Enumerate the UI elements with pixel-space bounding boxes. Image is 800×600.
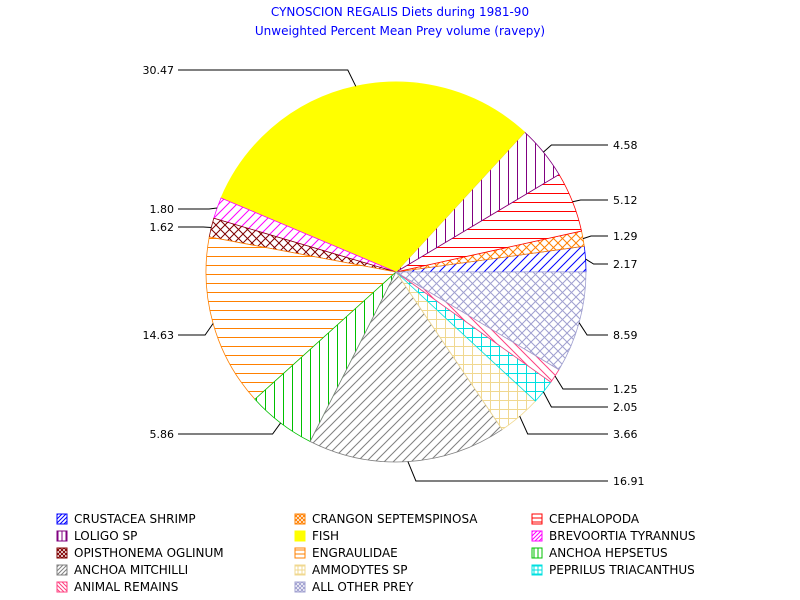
slice-label-brevoortia-tyrannus: 1.80 [150,203,175,216]
leader-line-engraulidae [178,323,214,336]
leader-line-opisthonema-oglinum [178,226,212,228]
legend-swatch [531,513,543,525]
legend-item-loligo-sp: LOLIGO SP [56,529,137,543]
slice-label-opisthonema-oglinum: 1.62 [150,221,175,234]
slice-label-cephalopoda: 5.12 [613,194,638,207]
pie-slice-all-other-prey [394,271,587,371]
legend-label: LOLIGO SP [74,529,137,543]
leader-line-crustacea-shrimp [585,258,608,265]
legend-label: PEPRILUS TRIACANTHUS [549,563,695,577]
slice-label-fish: 30.47 [143,64,175,77]
legend-item-cephalopoda: CEPHALOPODA [531,512,640,526]
slice-label-crustacea-shrimp: 2.17 [613,258,638,271]
leader-line-crangon-septemspinosa [582,235,608,240]
legend-item-anchoa-hepsetus: ANCHOA HEPSETUS [531,546,668,560]
chart-subtitle: Unweighted Percent Mean Prey volume (rav… [255,24,545,38]
legend-swatch [294,564,306,576]
legend-item-anchoa-mitchilli: ANCHOA MITCHILLI [56,563,188,577]
legend-swatch [531,564,543,576]
legend-item-all-other-prey: ALL OTHER PREY [294,580,414,594]
legend-label: CRANGON SEPTEMSPINOSA [312,512,478,526]
legend-swatch [56,581,68,593]
legend-item-peprilus-triacanthus: PEPRILUS TRIACANTHUS [531,563,695,577]
legend-swatch [531,547,543,559]
legend-item-ammodytes-sp: AMMODYTES SP [294,563,407,577]
leader-line-cephalopoda [572,199,608,203]
legend-item-brevoortia-tyrannus: BREVOORTIA TYRANNUS [531,529,695,543]
chart-title: CYNOSCION REGALIS Diets during 1981-90 [271,5,529,19]
legend-swatch [56,513,68,525]
legend-swatch [294,530,306,542]
leader-line-all-other-prey [578,322,608,336]
pie-slice-engraulidae [205,236,397,400]
leader-line-brevoortia-tyrannus [178,207,218,210]
legend-item-crangon-septemspinosa: CRANGON SEPTEMSPINOSA [294,512,478,526]
legend-item-animal-remains: ANIMAL REMAINS [56,580,178,594]
slice-label-loligo-sp: 4.58 [613,139,638,152]
legend-swatch [531,530,543,542]
legend-label: ANCHOA HEPSETUS [549,546,668,560]
slice-label-crangon-septemspinosa: 1.29 [613,230,638,243]
legend-label: ANCHOA MITCHILLI [74,563,188,577]
leader-line-anchoa-hepsetus [178,422,282,435]
slice-label-anchoa-mitchilli: 16.91 [613,475,645,488]
slice-label-engraulidae: 14.63 [143,329,175,342]
leader-line-ammodytes-sp [519,415,608,435]
legend-label: ALL OTHER PREY [312,580,414,594]
legend-item-opisthonema-oglinum: OPISTHONEMA OGLINUM [56,546,224,560]
pie-slice-fish [220,81,526,273]
legend-label: CEPHALOPODA [549,512,640,526]
leader-line-anchoa-mitchilli [407,461,608,482]
legend-label: ANIMAL REMAINS [74,580,178,594]
legend-swatch [294,513,306,525]
legend-item-fish: FISH [294,529,339,543]
legend-swatch [56,564,68,576]
leader-line-peprilus-triacanthus [542,391,608,408]
legend-label: OPISTHONEMA OGLINUM [74,546,224,560]
legend-swatch [294,547,306,559]
leader-line-loligo-sp [543,144,608,153]
legend-swatch [294,581,306,593]
pie-slices [205,81,587,463]
legend-swatch [56,530,68,542]
legend-label: CRUSTACEA SHRIMP [74,512,196,526]
slice-label-anchoa-hepsetus: 5.86 [150,428,175,441]
leader-line-animal-remains [554,375,608,390]
slice-label-peprilus-triacanthus: 2.05 [613,401,638,414]
legend-label: FISH [312,529,339,543]
legend: CRUSTACEA SHRIMP CRANGON SEPTEMSPINOSA CEP… [56,512,695,594]
slice-label-ammodytes-sp: 3.66 [613,428,638,441]
legend-item-crustacea-shrimp: CRUSTACEA SHRIMP [56,512,196,526]
slice-labels: 2.17 1.29 5.12 4.58 30.47 1.80 1.62 14.63 5.86 16… [143,64,645,488]
legend-label: ENGRAULIDAE [312,546,398,560]
legend-swatch [56,547,68,559]
slice-label-all-other-prey: 8.59 [613,329,638,342]
legend-label: AMMODYTES SP [312,563,407,577]
leader-line-fish [178,69,357,87]
slice-label-animal-remains: 1.25 [613,383,638,396]
legend-label: BREVOORTIA TYRANNUS [549,529,695,543]
legend-item-engraulidae: ENGRAULIDAE [294,546,398,560]
